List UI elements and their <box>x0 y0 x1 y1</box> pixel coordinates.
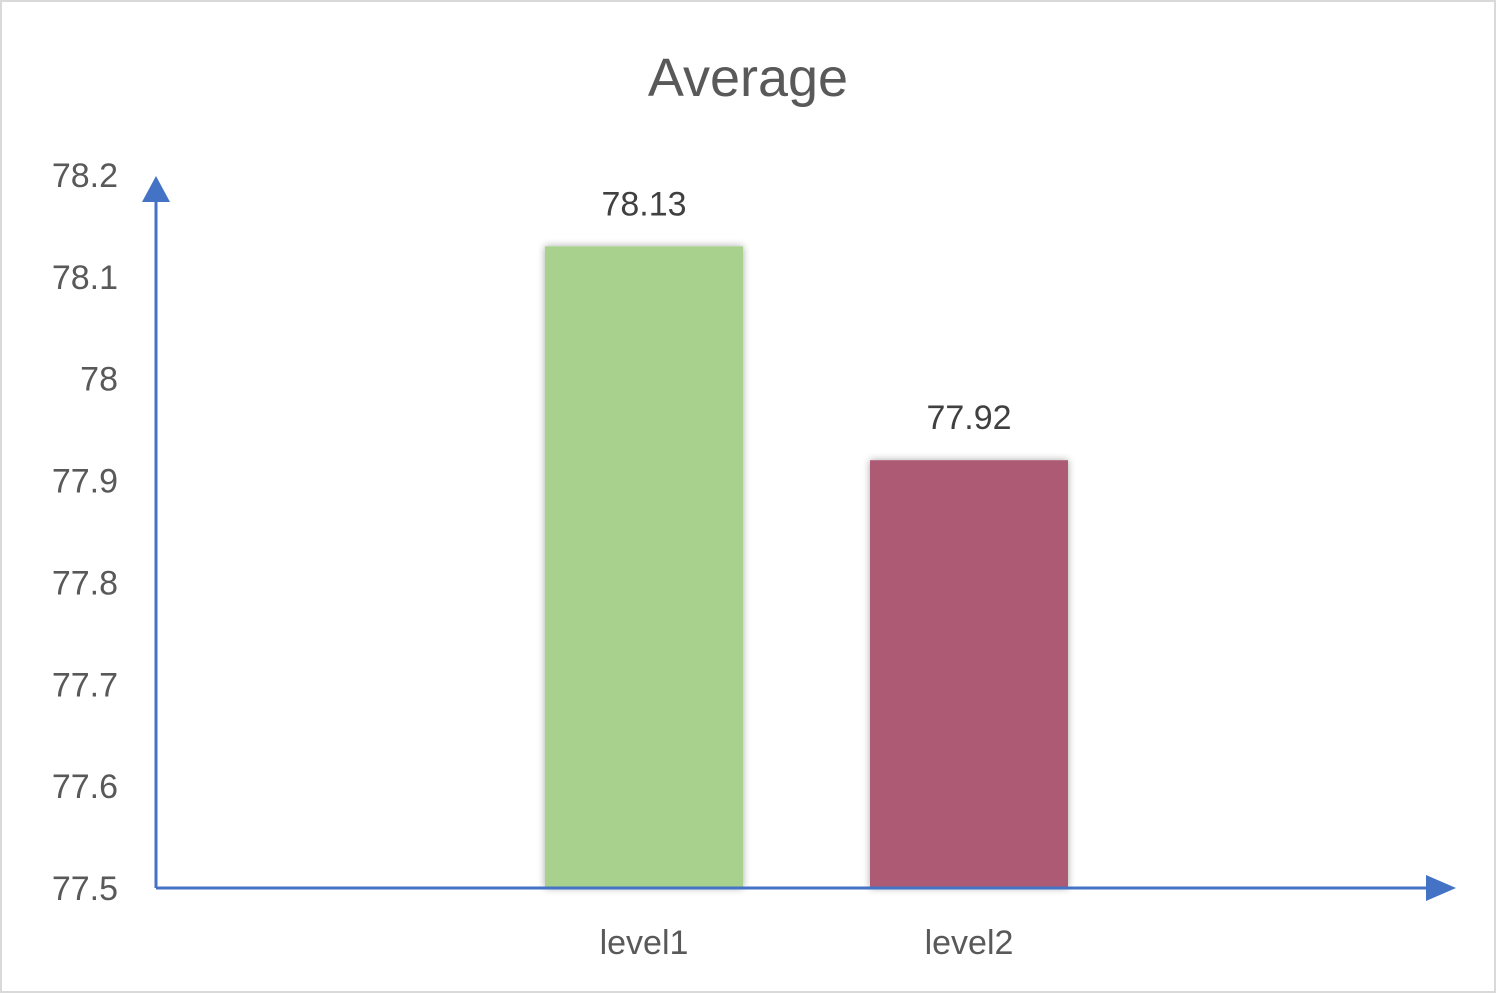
x-tick-label: level1 <box>600 924 689 962</box>
y-tick-label: 77.9 <box>52 463 118 501</box>
y-tick-label: 77.7 <box>52 666 118 704</box>
y-axis-arrow-icon <box>142 176 170 202</box>
y-tick-label: 78.1 <box>52 259 118 297</box>
x-axis-tick-labels: level1 level2 <box>600 924 1014 962</box>
bar-level2 <box>870 460 1068 888</box>
y-tick-label: 78 <box>80 361 118 399</box>
y-tick-label: 77.5 <box>52 870 118 908</box>
y-tick-label: 78.2 <box>52 157 118 195</box>
y-tick-label: 77.8 <box>52 564 118 602</box>
axes <box>142 176 1456 901</box>
y-tick-label: 77.6 <box>52 768 118 806</box>
chart-title: Average <box>648 48 848 108</box>
bars: 78.13 77.92 <box>545 185 1068 889</box>
x-tick-label: level2 <box>925 924 1014 962</box>
y-axis-tick-labels: 77.5 77.6 77.7 77.8 77.9 78 78.1 78.2 <box>52 157 118 908</box>
x-axis-arrow-icon <box>1426 875 1456 901</box>
data-label: 78.13 <box>601 185 686 223</box>
data-label: 77.92 <box>926 399 1011 437</box>
bar-level1 <box>545 246 743 889</box>
